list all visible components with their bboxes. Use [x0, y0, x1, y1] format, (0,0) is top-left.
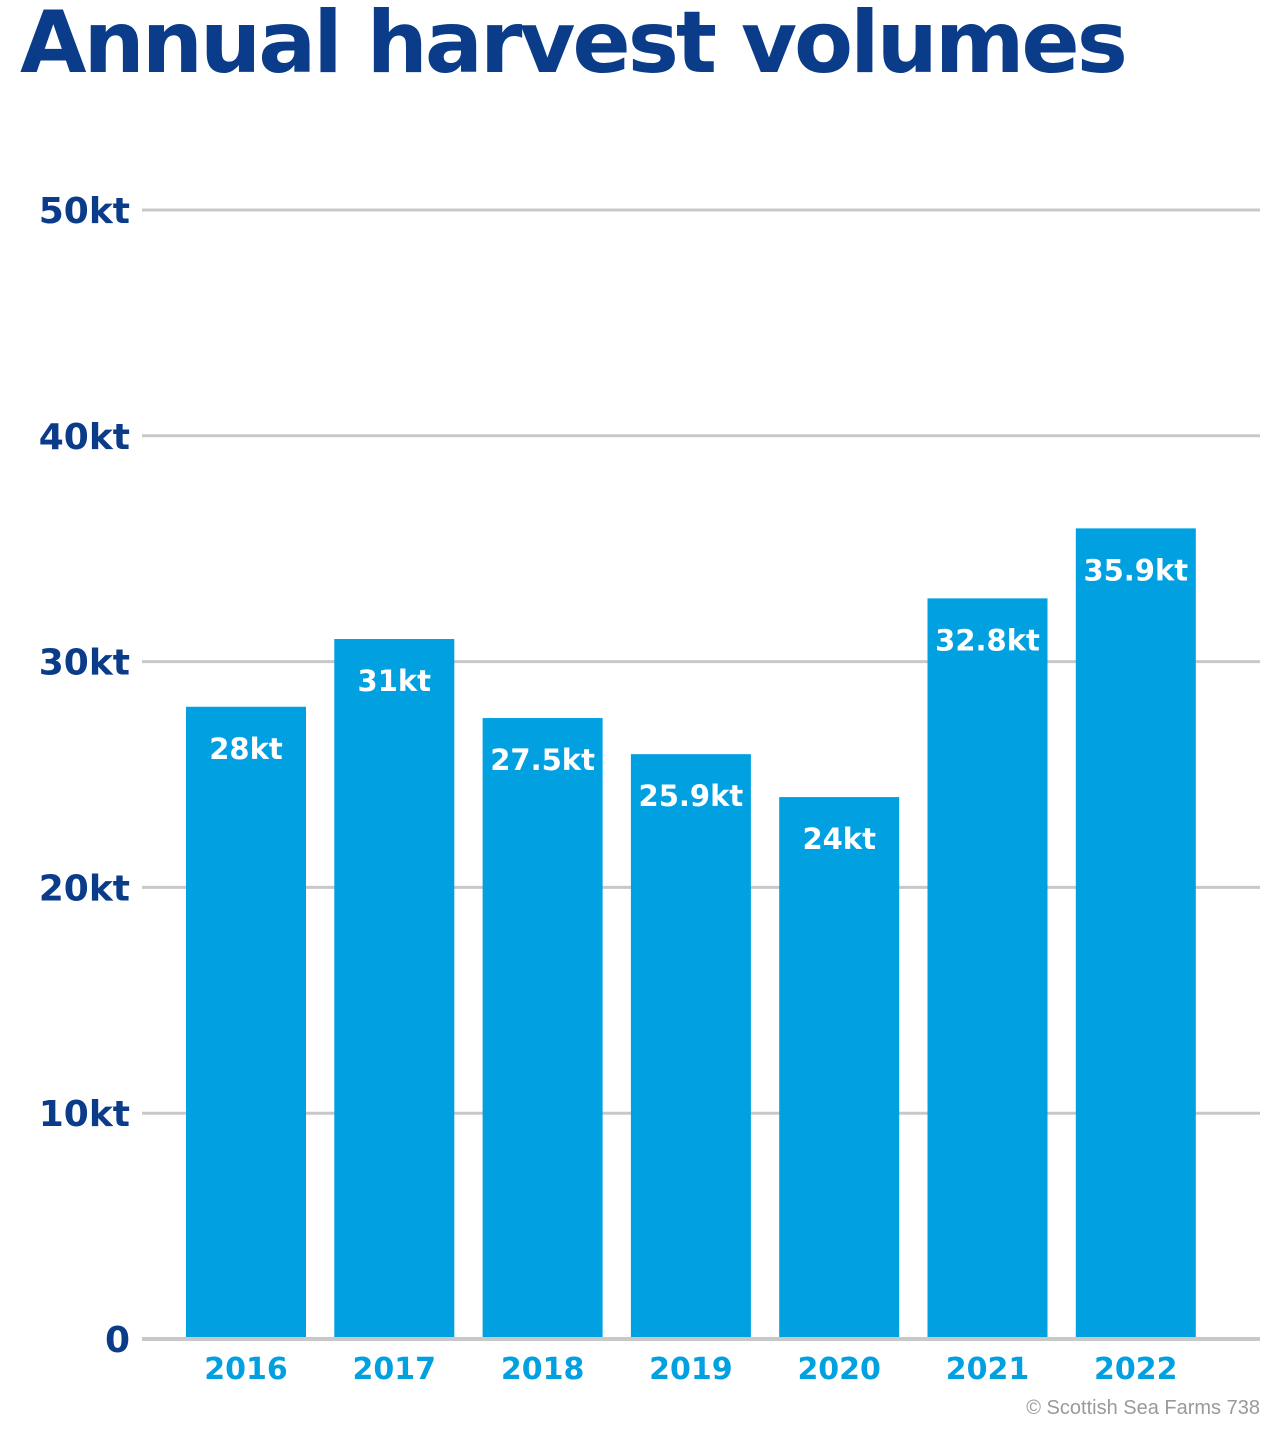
x-tick-label: 2022	[1094, 1352, 1178, 1387]
x-tick-label: 2019	[649, 1352, 733, 1387]
y-tick-label: 40kt	[39, 417, 130, 458]
bars	[186, 528, 1196, 1339]
x-tick-label: 2016	[204, 1352, 288, 1387]
bar	[779, 797, 900, 1339]
chart-title: Annual harvest volumes	[20, 0, 1128, 93]
bar	[630, 754, 751, 1339]
x-tick-label: 2018	[501, 1352, 585, 1387]
x-tick-label: 2017	[353, 1352, 437, 1387]
bar-value-label: 32.8kt	[935, 623, 1040, 657]
y-tick-label: 10kt	[39, 1094, 130, 1135]
bar-value-label: 35.9kt	[1083, 553, 1188, 587]
bar-value-label: 31kt	[358, 664, 432, 698]
bar	[186, 706, 306, 1339]
bar	[334, 639, 455, 1339]
y-tick-label: 20kt	[39, 868, 130, 909]
x-tick-label: 2020	[797, 1352, 881, 1387]
bar	[482, 718, 603, 1339]
y-tick-label: 0	[105, 1320, 130, 1361]
bar-value-label: 25.9kt	[639, 779, 744, 813]
y-tick-label: 50kt	[39, 191, 130, 232]
bar	[927, 598, 1048, 1339]
bar	[1075, 528, 1196, 1339]
x-tick-label: 2021	[946, 1352, 1030, 1387]
x-axis-tick-labels: 2016 2017 2018 2019 2020 2021 2022	[204, 1352, 1177, 1387]
y-axis-tick-labels: 0 10kt 20kt 30kt 40kt 50kt	[39, 191, 130, 1361]
bar-value-label: 27.5kt	[490, 743, 595, 777]
bar-value-label: 28kt	[209, 732, 283, 766]
y-tick-label: 30kt	[39, 643, 130, 684]
bar-value-labels: 28kt 31kt 27.5kt 25.9kt 24kt 32.8kt 35.9kt	[209, 553, 1188, 856]
bar-value-label: 24kt	[802, 822, 876, 856]
copyright-notice: © Scottish Sea Farms 738	[1026, 1397, 1260, 1419]
